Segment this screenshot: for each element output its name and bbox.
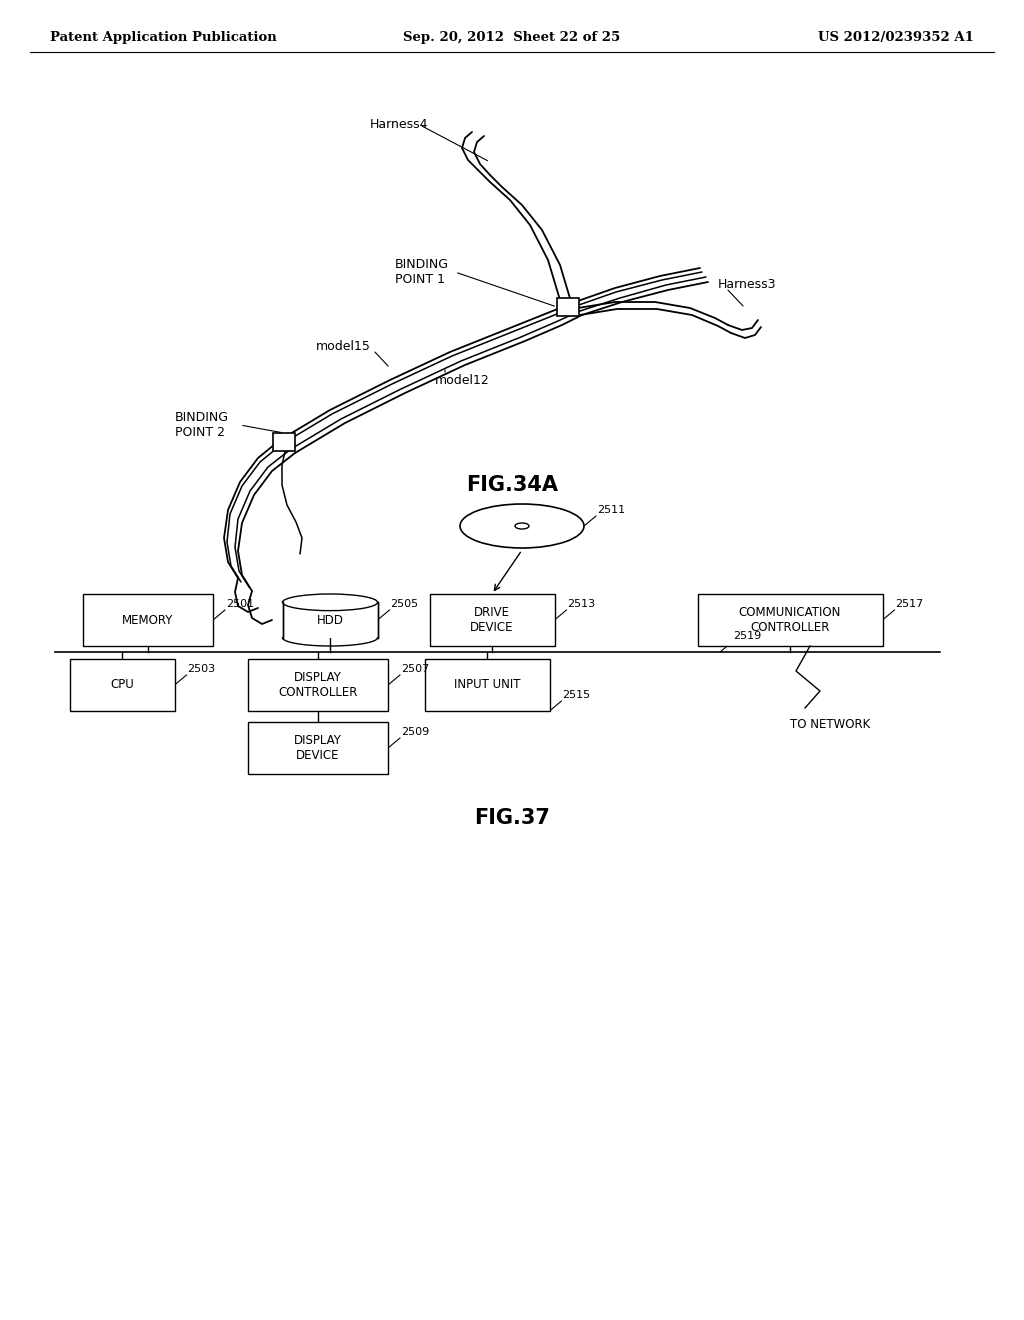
Ellipse shape	[515, 523, 529, 529]
Text: FIG.34A: FIG.34A	[466, 475, 558, 495]
Text: TO NETWORK: TO NETWORK	[790, 718, 870, 731]
Text: BINDING
POINT 2: BINDING POINT 2	[175, 411, 229, 440]
Bar	[70, 659, 174, 711]
Text: Harness3: Harness3	[718, 279, 776, 292]
Text: 2507: 2507	[401, 664, 429, 675]
Bar	[248, 722, 388, 774]
Ellipse shape	[283, 594, 378, 611]
Text: 2513: 2513	[567, 599, 596, 609]
Text: FIG.37: FIG.37	[474, 808, 550, 828]
Text: Patent Application Publication: Patent Application Publication	[50, 30, 276, 44]
Text: 2501: 2501	[226, 599, 254, 609]
Text: model12: model12	[435, 374, 489, 387]
Bar	[429, 594, 555, 645]
Text: US 2012/0239352 A1: US 2012/0239352 A1	[818, 30, 974, 44]
Ellipse shape	[460, 504, 584, 548]
Text: DRIVE
DEVICE: DRIVE DEVICE	[470, 606, 514, 634]
Text: 2509: 2509	[401, 727, 429, 737]
Text: Sep. 20, 2012  Sheet 22 of 25: Sep. 20, 2012 Sheet 22 of 25	[403, 30, 621, 44]
Text: 2517: 2517	[896, 599, 924, 609]
Text: Harness4: Harness4	[370, 119, 428, 132]
Text: INPUT UNIT: INPUT UNIT	[454, 678, 520, 692]
Text: DISPLAY
DEVICE: DISPLAY DEVICE	[294, 734, 342, 762]
Text: 2505: 2505	[390, 599, 419, 609]
Bar	[557, 298, 579, 315]
Bar	[83, 594, 213, 645]
Text: DISPLAY
CONTROLLER: DISPLAY CONTROLLER	[279, 671, 357, 700]
Text: 2503: 2503	[187, 664, 216, 675]
Bar	[248, 659, 388, 711]
Text: COMMUNICATION
CONTROLLER: COMMUNICATION CONTROLLER	[738, 606, 841, 634]
Text: 2511: 2511	[597, 506, 625, 515]
Bar	[283, 602, 378, 638]
Text: 2519: 2519	[733, 631, 761, 642]
Text: MEMORY: MEMORY	[122, 614, 174, 627]
Bar	[697, 594, 883, 645]
Text: CPU: CPU	[111, 678, 134, 692]
Text: model15: model15	[316, 341, 371, 354]
Text: BINDING
POINT 1: BINDING POINT 1	[395, 257, 449, 286]
Text: HDD: HDD	[316, 614, 343, 627]
Bar	[273, 433, 295, 451]
Text: 2515: 2515	[562, 690, 591, 700]
Bar	[425, 659, 550, 711]
